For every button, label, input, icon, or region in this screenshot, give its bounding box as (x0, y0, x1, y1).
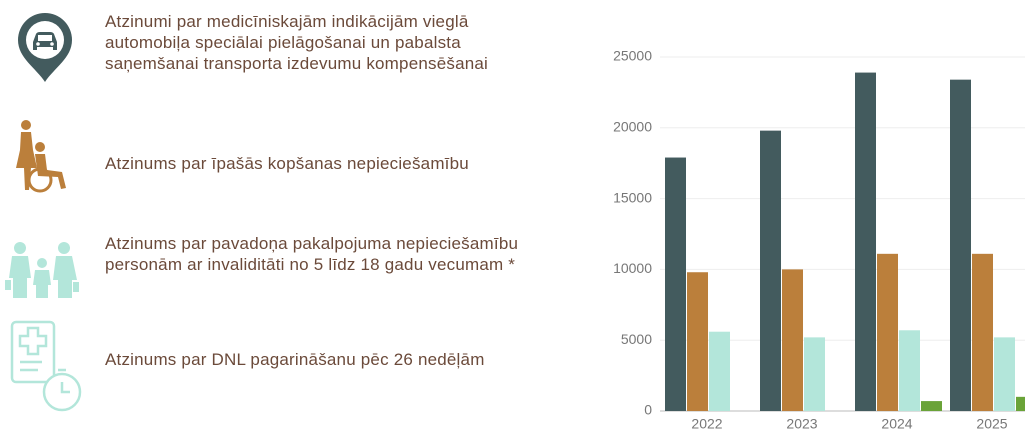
bar (950, 79, 971, 411)
x-tick-label: 2025 (976, 416, 1007, 429)
bar (899, 330, 920, 411)
bar (855, 72, 876, 412)
x-tick-label: 2024 (881, 416, 912, 429)
x-tick-label: 2022 (691, 416, 722, 429)
bar (687, 272, 708, 411)
bar (709, 331, 730, 411)
y-tick-label: 5000 (621, 331, 652, 347)
legend-label: Atzinums par īpašās kopšanas nepieciešam… (105, 154, 469, 173)
icon-car-pin (18, 13, 72, 82)
y-tick-label: 20000 (613, 119, 652, 135)
icon-caregiver (16, 120, 66, 193)
bar (1016, 396, 1025, 411)
y-tick-label: 15000 (613, 189, 652, 205)
bar (782, 269, 803, 411)
y-tick-label: 25000 (613, 48, 652, 64)
bar (972, 253, 993, 411)
bar (921, 401, 942, 411)
bar (994, 337, 1015, 411)
y-tick-label: 10000 (613, 260, 652, 276)
bar (877, 253, 898, 411)
bar (804, 337, 825, 411)
y-tick-label: 0 (644, 402, 652, 418)
legend-label: Atzinums par pavadoņa pakalpojuma nepiec… (105, 234, 519, 274)
icon-family (5, 242, 79, 298)
legend-label: Atzinumi par medicīniskajām indikācijām … (105, 12, 489, 73)
legend-label: Atzinums par DNL pagarināšanu pēc 26 ned… (105, 350, 485, 369)
icon-document-clock (10, 320, 82, 412)
bar (760, 130, 781, 411)
x-tick-label: 2023 (786, 416, 817, 429)
bar (665, 157, 686, 411)
